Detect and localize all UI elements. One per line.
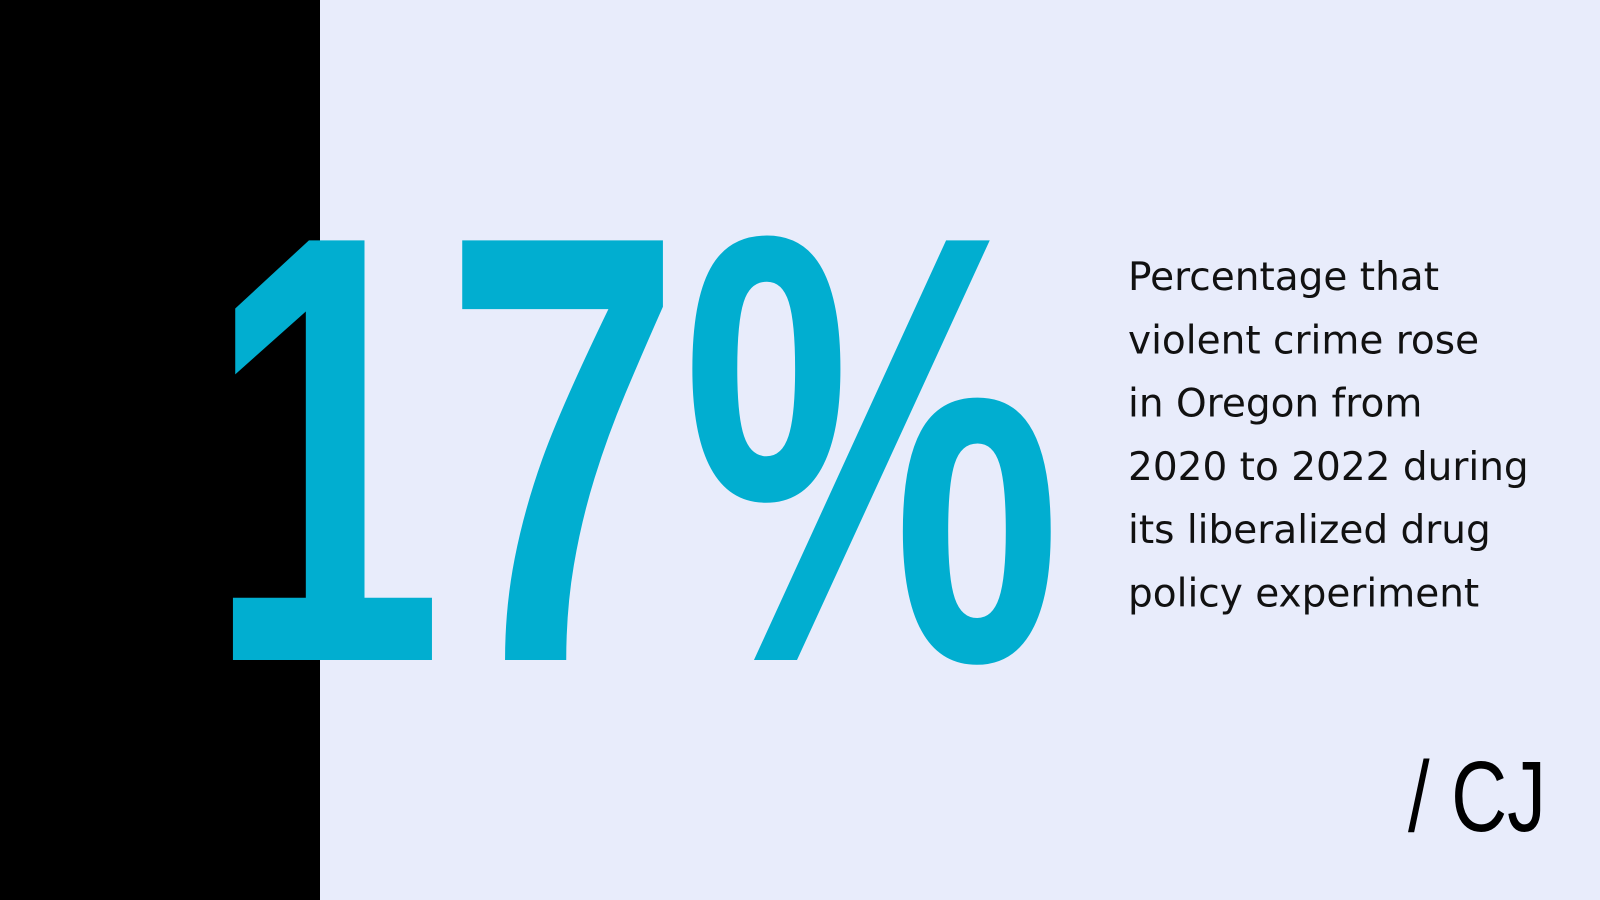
logo: / CJ (1408, 741, 1546, 853)
description-line: its liberalized drug (1128, 508, 1491, 553)
description-line: policy experiment (1128, 572, 1479, 617)
stat-value: 17% (206, 109, 1062, 790)
description-line: violent crime rose (1128, 318, 1479, 363)
description-line: Percentage that (1128, 255, 1439, 300)
description-line: 2020 to 2022 during (1128, 445, 1529, 490)
description: Percentage that violent crime rose in Oreg… (1128, 255, 1529, 617)
black-panel (0, 0, 320, 900)
description-line: in Oregon from (1128, 382, 1422, 427)
